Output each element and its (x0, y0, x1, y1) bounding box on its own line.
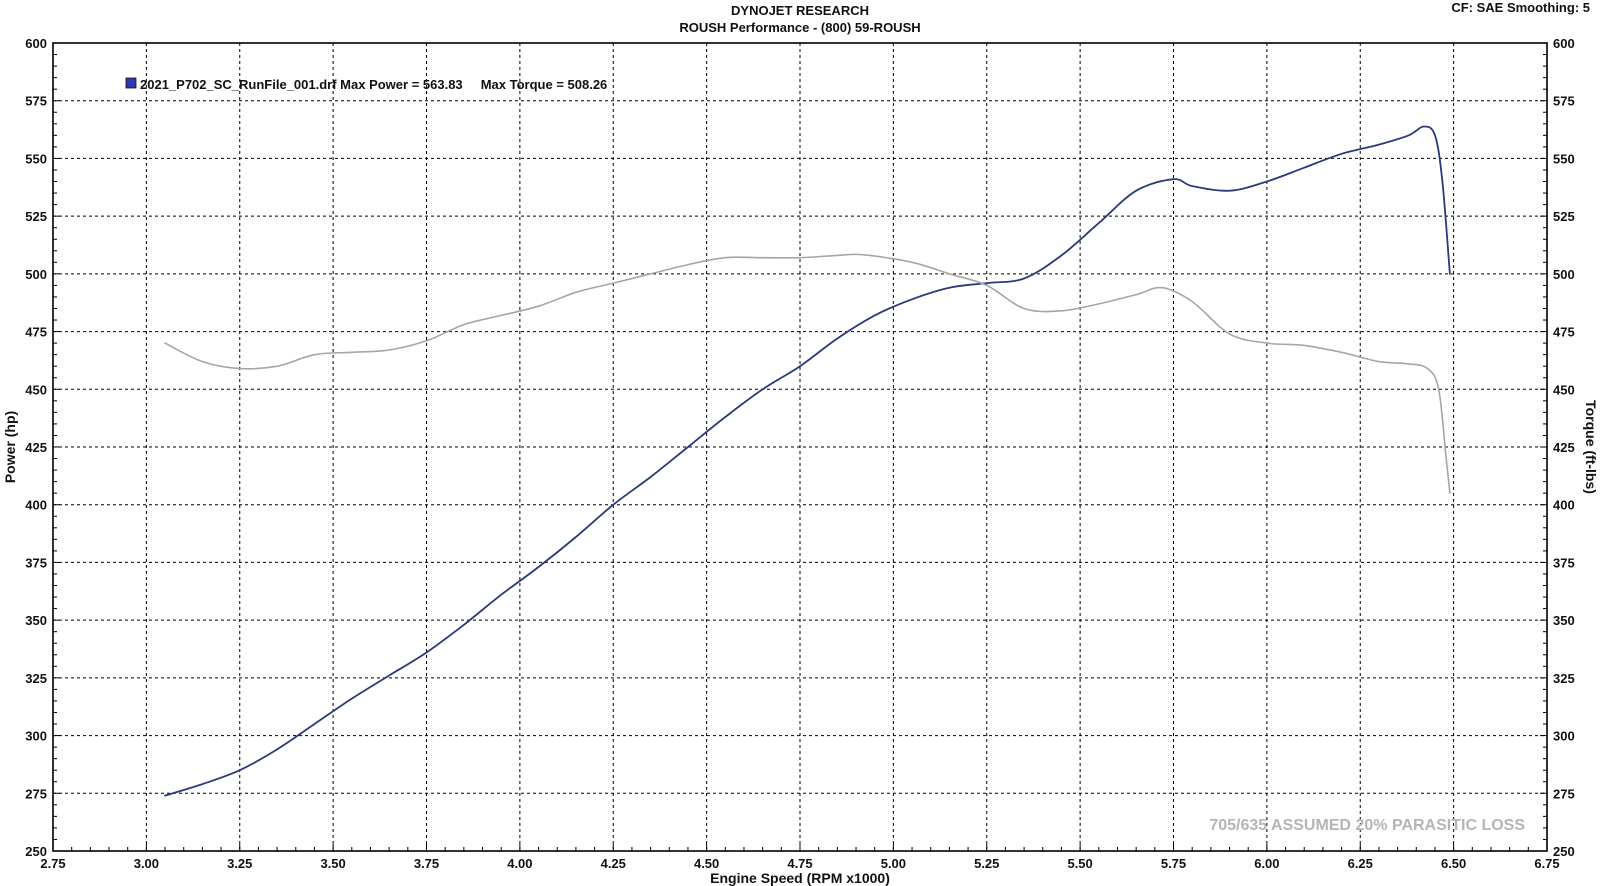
y-right-tick-label: 600 (1553, 36, 1575, 51)
y-left-tick-labels: 250 275 300 325 350 375 400 425 450 475 500 525 550 5… (25, 36, 47, 859)
y-left-tick-label: 550 (25, 151, 47, 166)
legend-entry: 2021_P702_SC_RunFile_001.drf Max Power =… (140, 77, 607, 92)
y-right-tick-label: 525 (1553, 209, 1575, 224)
x-tick-label: 3.00 (134, 856, 159, 871)
y-right-tick-label: 375 (1553, 555, 1575, 570)
y-right-tick-label: 250 (1553, 844, 1575, 859)
y-right-tick-label: 550 (1553, 151, 1575, 166)
y-left-axis-title: Power (hp) (2, 411, 18, 483)
y-right-tick-label: 325 (1553, 671, 1575, 686)
correction-factor-info: CF: SAE Smoothing: 5 (1451, 0, 1590, 15)
x-tick-label: 6.75 (1534, 856, 1559, 871)
legend: 2021_P702_SC_RunFile_001.drf Max Power =… (125, 77, 607, 92)
y-left-tick-label: 375 (25, 555, 47, 570)
y-left-tick-label: 400 (25, 498, 47, 513)
y-left-tick-label: 525 (25, 209, 47, 224)
y-left-tick-label: 600 (25, 36, 47, 51)
x-tick-label: 6.00 (1254, 856, 1279, 871)
x-tick-label: 3.75 (414, 856, 439, 871)
y-left-tick-label: 350 (25, 613, 47, 628)
y-right-tick-label: 475 (1553, 325, 1575, 340)
x-tick-label: 2.75 (40, 856, 65, 871)
chart-title: DYNOJET RESEARCH (731, 3, 869, 18)
y-left-tick-label: 475 (25, 325, 47, 340)
y-left-tick-label: 250 (25, 844, 47, 859)
torque-curve (164, 253, 1451, 494)
y-right-tick-label: 400 (1553, 498, 1575, 513)
x-tick-label: 3.50 (320, 856, 345, 871)
grid-lines (53, 43, 1547, 851)
plot-border (52, 42, 1548, 852)
x-tick-label: 5.75 (1161, 856, 1186, 871)
x-tick-label: 5.50 (1067, 856, 1092, 871)
x-tick-label: 5.00 (881, 856, 906, 871)
y-left-tick-label: 425 (25, 440, 47, 455)
y-right-axis-title: Torque (ft-lbs) (1583, 400, 1599, 494)
y-left-tick-label: 575 (25, 94, 47, 109)
y-left-tick-label: 275 (25, 786, 47, 801)
x-tick-label: 4.00 (507, 856, 532, 871)
parasitic-loss-annotation: 705/635 ASSUMED 20% PARASITIC LOSS (1209, 817, 1525, 834)
y-right-tick-labels: 250 275 300 325 350 375 400 425 450 475 500 525 550 5… (1553, 36, 1575, 859)
x-tick-label: 6.25 (1348, 856, 1373, 871)
y-right-tick-label: 500 (1553, 267, 1575, 282)
y-right-tick-label: 300 (1553, 729, 1575, 744)
y-right-tick-label: 425 (1553, 440, 1575, 455)
x-tick-label: 4.50 (694, 856, 719, 871)
y-right-tick-label: 450 (1553, 382, 1575, 397)
y-left-tick-label: 300 (25, 729, 47, 744)
y-right-tick-label: 350 (1553, 613, 1575, 628)
y-left-tick-label: 325 (25, 671, 47, 686)
x-tick-label: 6.50 (1441, 856, 1466, 871)
x-tick-label: 3.25 (227, 856, 252, 871)
x-tick-label: 4.25 (601, 856, 626, 871)
legend-swatch (125, 77, 137, 89)
y-left-tick-label: 500 (25, 267, 47, 282)
series-layer (164, 125, 1451, 797)
x-axis-title: Engine Speed (RPM x1000) (710, 870, 890, 886)
chart-subtitle: ROUSH Performance - (800) 59-ROUSH (679, 20, 921, 35)
x-tick-label: 5.25 (974, 856, 999, 871)
x-tick-label: 4.75 (787, 856, 812, 871)
x-tick-labels: 2.75 3.00 3.25 3.50 3.75 4.00 4.25 4.50 4.75 5.00… (40, 856, 1559, 871)
y-right-tick-label: 575 (1553, 94, 1575, 109)
power-curve (164, 125, 1451, 797)
y-right-tick-label: 275 (1553, 786, 1575, 801)
y-left-tick-label: 450 (25, 382, 47, 397)
